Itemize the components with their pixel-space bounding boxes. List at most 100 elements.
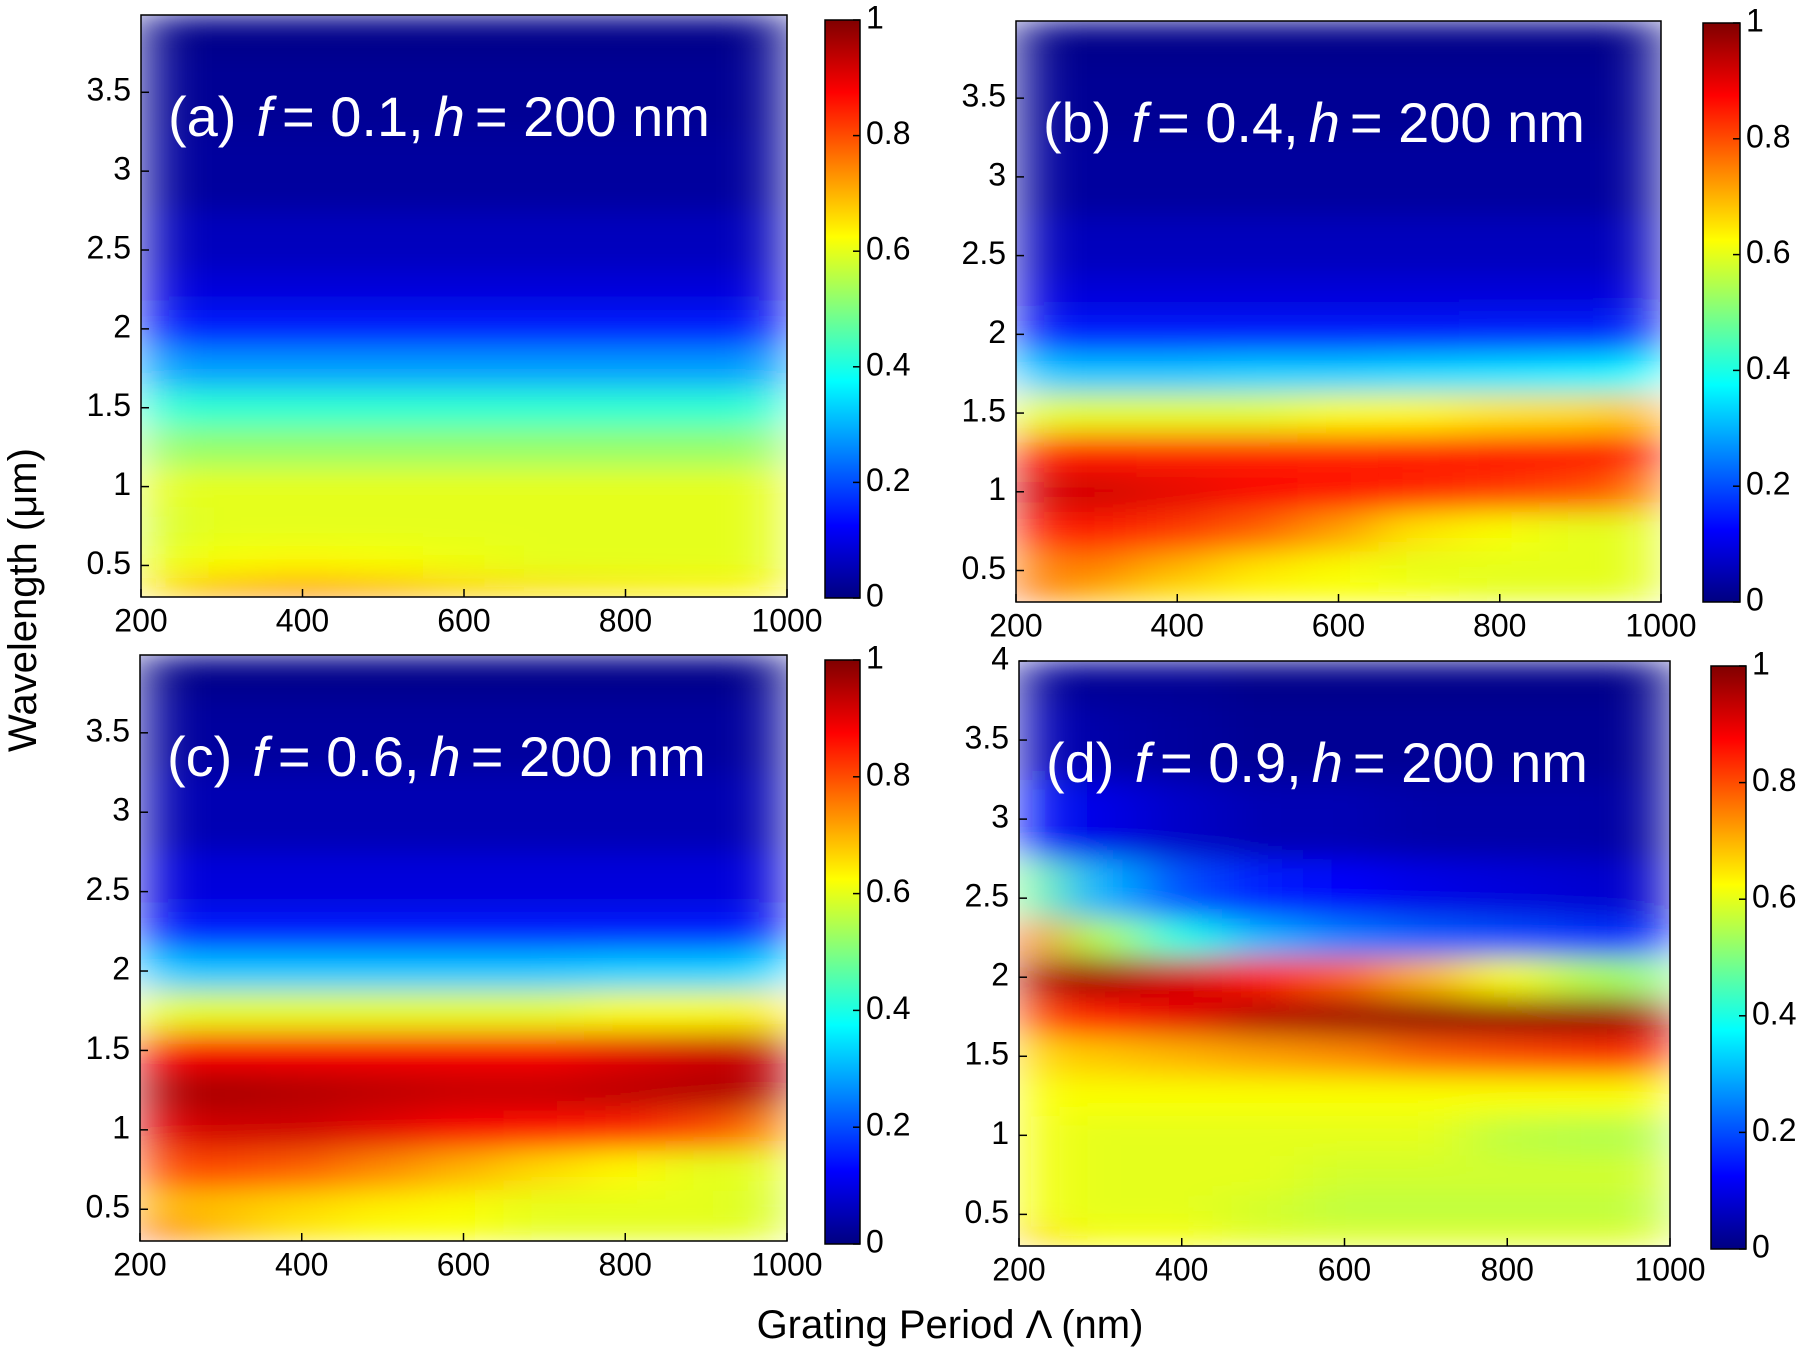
heatmap-cell [1384, 956, 1468, 998]
heatmap-cell [342, 505, 425, 547]
heatmap-cell [423, 308, 505, 350]
heatmap-cell [665, 1030, 748, 1071]
heatmap-cell [1016, 274, 1057, 316]
heatmap-cell [1628, 661, 1670, 705]
heatmap-cell [1136, 353, 1219, 394]
heatmap-cell [261, 269, 344, 310]
heatmap-cell [260, 950, 343, 992]
heatmap-cell [1384, 1115, 1468, 1156]
heatmap-cell [1458, 353, 1541, 394]
heatmap-cell [1055, 392, 1138, 434]
x-tick-label: 1000 [1625, 607, 1696, 643]
heatmap-cell [1217, 510, 1299, 552]
y-tick-label: 2.5 [87, 229, 131, 265]
y-tick-label: 2.5 [86, 871, 130, 907]
heatmap-cell [261, 210, 344, 271]
heatmap-cell [1384, 661, 1468, 705]
heatmap-cell [180, 387, 263, 428]
heatmap-cell [1297, 550, 1380, 583]
y-tick-label: 1 [991, 1115, 1009, 1151]
heatmap-cell [140, 655, 181, 698]
heatmap-cell [341, 772, 424, 853]
heatmap-cell [1055, 21, 1138, 64]
heatmap-cell [665, 910, 748, 952]
heatmap-cell [503, 655, 586, 698]
heatmap-cell [665, 308, 748, 350]
heatmap-cell [261, 426, 344, 468]
heatmap-cell [1136, 550, 1219, 583]
heatmap-cell [746, 210, 787, 271]
x-tick-label: 600 [437, 602, 490, 638]
y-tick-label: 1.5 [86, 1030, 130, 1066]
heatmap-cell [503, 576, 586, 597]
heatmap-cell [1016, 510, 1057, 552]
heatmap-cell [1297, 21, 1380, 64]
y-tick-label: 0.5 [962, 550, 1006, 586]
heatmap-cell [584, 466, 667, 507]
heatmap-cell [423, 56, 505, 133]
heatmap-cell [1466, 1036, 1549, 1077]
colorbar-tick-label: 1 [866, 639, 884, 675]
x-axis-label: Grating Period Λ (nm) [757, 1303, 1144, 1347]
y-tick-label: 1.5 [962, 393, 1006, 429]
heatmap [1019, 661, 1670, 1246]
y-tick-label: 1 [988, 471, 1006, 507]
heatmap-cell [1303, 956, 1386, 998]
y-tick-label: 3 [991, 799, 1009, 835]
heatmap-cell [341, 1149, 424, 1190]
panel-label: (b) [1043, 91, 1111, 154]
heatmap-cell [1221, 1225, 1305, 1246]
title-part: = 200 nm [1350, 91, 1585, 154]
heatmap-cell [1059, 1036, 1142, 1077]
heatmap-cell [1547, 1154, 1630, 1196]
heatmap-cell [140, 851, 181, 912]
heatmap-cell [1620, 550, 1661, 583]
heatmap-cell [1055, 581, 1138, 602]
heatmap-cell [1547, 1225, 1630, 1246]
heatmap-cell [1620, 215, 1661, 276]
heatmap-cell [1620, 21, 1661, 64]
heatmap-cell [1136, 510, 1219, 552]
heatmap-cell [1136, 314, 1219, 355]
heatmap-cell [503, 131, 586, 212]
heatmap-cell [1055, 274, 1138, 316]
heatmap-cell [261, 466, 344, 507]
heatmap-cell [746, 1220, 787, 1241]
heatmap-cell [1303, 1225, 1386, 1246]
heatmap-cell [746, 1109, 787, 1151]
title-part: = 0.1, [282, 85, 424, 148]
heatmap-cell [1539, 62, 1622, 139]
heatmap-cell [1384, 858, 1468, 919]
heatmap-cell [180, 505, 263, 547]
title-part: = 0.4, [1157, 91, 1299, 154]
x-tick-label: 400 [1151, 607, 1204, 643]
heatmap-cell [341, 950, 424, 992]
colorbar [824, 659, 861, 1245]
colorbar-tick-label: 0.4 [1752, 995, 1796, 1031]
heatmap-cell [1217, 392, 1299, 434]
heatmap-cell [1221, 917, 1305, 958]
heatmap-cell [665, 1188, 748, 1222]
heatmap-cell [1547, 1075, 1630, 1117]
heatmap-cell [1458, 274, 1541, 316]
heatmap-cell [1140, 1194, 1223, 1227]
x-tick-label: 800 [599, 602, 652, 638]
heatmap-cell [665, 15, 748, 58]
heatmap-cell [584, 269, 667, 310]
heatmap-cell [422, 1149, 505, 1190]
heatmap-cell [1384, 703, 1468, 781]
heatmap-cell [1303, 661, 1386, 705]
heatmap-cell [584, 772, 667, 853]
heatmap-cell [180, 348, 263, 389]
x-tick-label: 1000 [751, 1246, 822, 1282]
heatmap-cell [141, 15, 182, 58]
colorbar-tick-label: 0.8 [866, 756, 910, 792]
heatmap-cell [422, 655, 505, 698]
heatmap-cell [422, 1188, 505, 1222]
heatmap-cell [1620, 137, 1661, 217]
heatmap-cell [260, 851, 343, 912]
heatmap-cell [746, 851, 787, 912]
heatmap-cell [1620, 581, 1661, 602]
heatmap-cell [1539, 215, 1622, 276]
colorbar-tick-label: 0.2 [866, 462, 910, 498]
